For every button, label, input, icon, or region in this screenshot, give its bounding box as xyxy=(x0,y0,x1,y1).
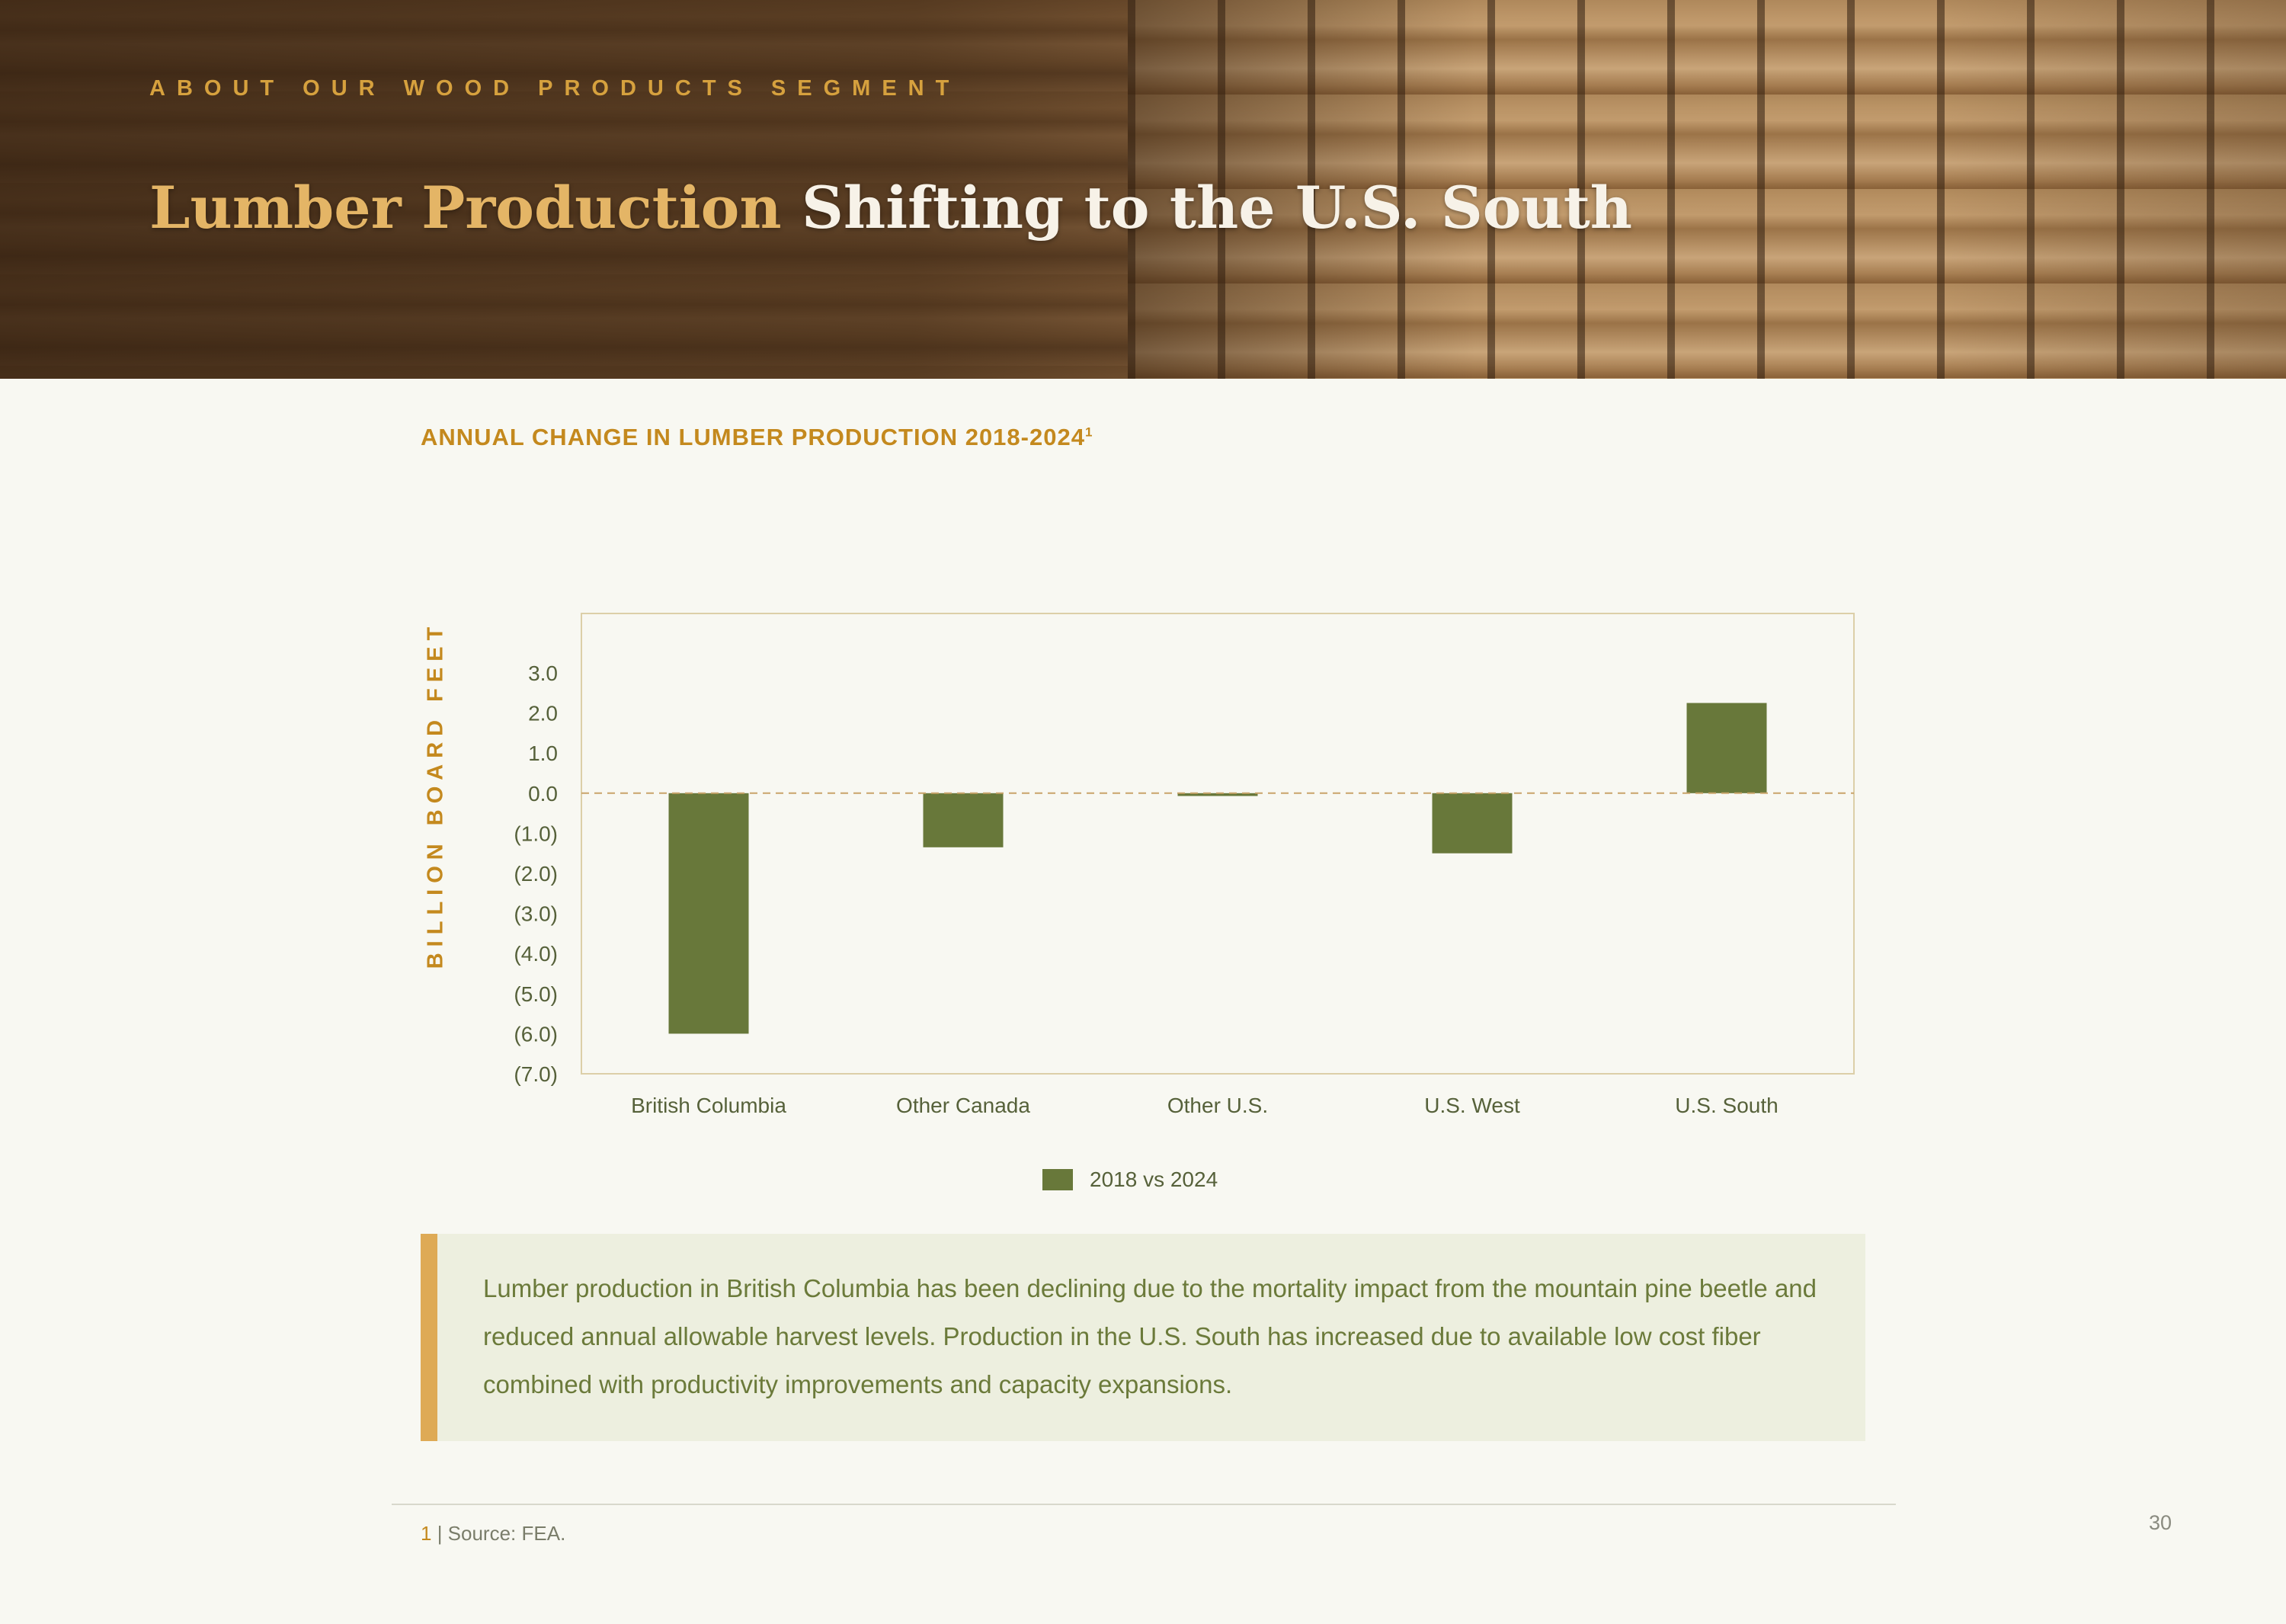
y-tick-label: 1.0 xyxy=(528,742,558,765)
chart-title: ANNUAL CHANGE IN LUMBER PRODUCTION 2018-… xyxy=(421,424,1093,451)
category-label: U.S. West xyxy=(1424,1094,1520,1117)
y-tick-label: (5.0) xyxy=(514,982,558,1006)
page-title-highlight: Lumber Production xyxy=(149,174,782,242)
bar-u-s-south xyxy=(1686,703,1767,793)
footnote-text: | Source: FEA. xyxy=(431,1522,566,1545)
category-labels: British Columbia Other Canada Other U.S. U.… xyxy=(631,1094,1779,1117)
legend-swatch xyxy=(1042,1169,1073,1190)
chart-title-text: ANNUAL CHANGE IN LUMBER PRODUCTION 2018-… xyxy=(421,424,1085,450)
header-banner: ABOUT OUR WOOD PRODUCTS SEGMENT Lumber P… xyxy=(0,0,2286,379)
chart-legend: 2018 vs 2024 xyxy=(1042,1168,1218,1192)
footer-divider xyxy=(392,1504,1896,1505)
y-tick-label: (2.0) xyxy=(514,862,558,886)
y-tick-label: 0.0 xyxy=(528,782,558,806)
bar-other-canada xyxy=(923,793,1004,847)
y-tick-label: (6.0) xyxy=(514,1022,558,1046)
y-tick-label: (1.0) xyxy=(514,822,558,845)
y-tick-label: 2.0 xyxy=(528,702,558,726)
plot-frame xyxy=(581,613,1855,1075)
y-tick-label: 3.0 xyxy=(528,661,558,685)
y-ticks: 3.0 2.0 1.0 0.0 (1.0) (2.0) (3.0) (4.0) (5.0) (6.… xyxy=(514,661,558,1086)
commentary-callout: Lumber production in British Columbia ha… xyxy=(421,1234,1865,1441)
bar-british-columbia xyxy=(668,793,749,1034)
y-tick-label: (3.0) xyxy=(514,902,558,926)
footnote-number: 1 xyxy=(421,1522,432,1545)
category-label: U.S. South xyxy=(1675,1094,1778,1117)
bar-other-u-s xyxy=(1177,793,1258,796)
category-label: British Columbia xyxy=(631,1094,786,1117)
y-tick-label: (7.0) xyxy=(514,1062,558,1086)
footnote: 1 | Source: FEA. xyxy=(421,1522,565,1546)
chart-title-footnote-marker: 1 xyxy=(1084,424,1093,440)
category-label: Other U.S. xyxy=(1167,1094,1268,1117)
callout-text: Lumber production in British Columbia ha… xyxy=(483,1274,1817,1398)
page-title-rest: Shifting to the U.S. South xyxy=(781,174,1633,242)
section-eyebrow: ABOUT OUR WOOD PRODUCTS SEGMENT xyxy=(149,76,961,101)
legend-label: 2018 vs 2024 xyxy=(1090,1168,1218,1191)
bars xyxy=(668,703,1767,1034)
bar-u-s-west xyxy=(1432,793,1513,854)
y-tick-label: (4.0) xyxy=(514,942,558,966)
bar-chart: 3.0 2.0 1.0 0.0 (1.0) (2.0) (3.0) (4.0) (5.0) (6.… xyxy=(514,613,1855,1117)
page-number: 30 xyxy=(2149,1511,2172,1534)
page-title: Lumber Production Shifting to the U.S. S… xyxy=(149,174,1632,242)
category-label: Other Canada xyxy=(896,1094,1030,1117)
